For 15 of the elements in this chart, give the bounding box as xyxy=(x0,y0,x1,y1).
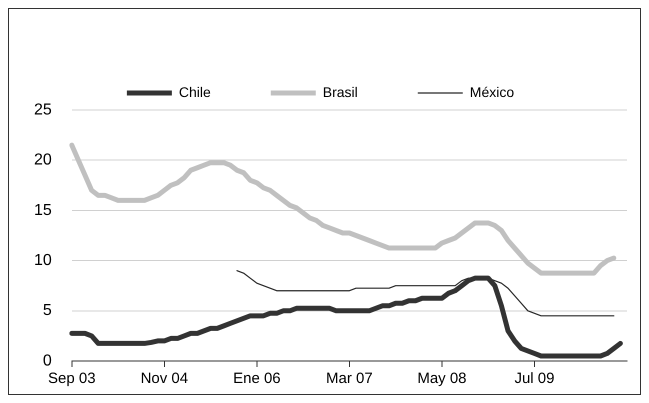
x-tick-label: Ene 06 xyxy=(233,370,281,388)
legend-label: México xyxy=(470,84,514,100)
x-tick-label: Nov 04 xyxy=(140,370,188,388)
y-tick-label: 0 xyxy=(42,352,52,370)
x-tick-label: Sep 03 xyxy=(48,370,96,388)
x-tick-label: May 08 xyxy=(417,370,467,388)
y-tick-label: 20 xyxy=(34,152,52,169)
legend-label: Chile xyxy=(178,84,211,100)
y-tick-label: 5 xyxy=(42,302,52,320)
x-tick-label: Jul 09 xyxy=(514,370,554,388)
y-tick-label: 25 xyxy=(34,101,52,118)
x-tick-label: Mar 07 xyxy=(326,370,373,388)
y-tick-label: 15 xyxy=(34,202,52,219)
y-tick-label: 10 xyxy=(34,252,52,270)
legend-label: Brasil xyxy=(322,84,358,100)
